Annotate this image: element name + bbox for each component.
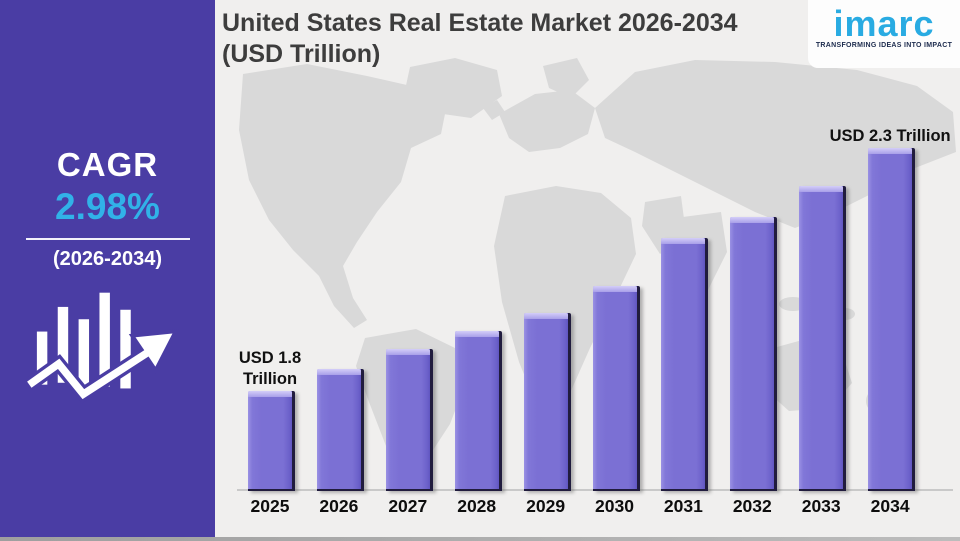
imarc-logo: imarc TRANSFORMING IDEAS INTO IMPACT bbox=[808, 0, 960, 68]
bar-2028 bbox=[454, 331, 502, 491]
x-tick-2027: 2027 bbox=[388, 496, 428, 516]
bar-2027 bbox=[385, 349, 433, 491]
trend-arrow-chart-icon bbox=[0, 287, 215, 420]
bar-2033 bbox=[799, 186, 847, 491]
bar-2032 bbox=[730, 217, 778, 491]
cagr-divider bbox=[25, 238, 190, 240]
bar-2029 bbox=[523, 313, 571, 491]
x-tick-2033: 2033 bbox=[801, 496, 841, 516]
x-tick-2026: 2026 bbox=[319, 496, 359, 516]
chart-title: United States Real Estate Market 2026-20… bbox=[222, 8, 738, 70]
cagr-period: (2026-2034) bbox=[53, 248, 162, 270]
bottom-edge-strip bbox=[0, 537, 960, 541]
bar-chart: 2025 2026 2027 2028 2029 2030 2031 2032 2033 2034… bbox=[215, 0, 960, 541]
cagr-sidebar: CAGR 2.98% (2026-2034) bbox=[0, 0, 215, 537]
imarc-logo-text: imarc bbox=[833, 3, 935, 44]
x-tick-2032: 2032 bbox=[732, 496, 772, 516]
bar-2026 bbox=[316, 369, 364, 491]
imarc-logo-tagline: TRANSFORMING IDEAS INTO IMPACT bbox=[815, 42, 953, 49]
x-tick-2034: 2034 bbox=[870, 496, 910, 516]
x-tick-2029: 2029 bbox=[526, 496, 566, 516]
x-tick-2028: 2028 bbox=[457, 496, 497, 516]
bar-2031 bbox=[661, 238, 709, 491]
bar-value-label-2025: USD 1.8 Trillion bbox=[238, 349, 302, 388]
bar-2034 bbox=[868, 148, 916, 491]
bar-value-label-2034: USD 2.3 Trillion bbox=[829, 127, 951, 145]
cagr-label: CAGR bbox=[56, 146, 159, 183]
chart-area: United States Real Estate Market 2026-20… bbox=[215, 0, 960, 541]
chart-title-line2: (USD Trillion) bbox=[222, 40, 381, 68]
chart-title-line1: United States Real Estate Market 2026-20… bbox=[222, 9, 738, 37]
x-tick-2030: 2030 bbox=[595, 496, 634, 516]
bar-2030 bbox=[592, 286, 640, 491]
world-map bbox=[239, 58, 956, 489]
x-tick-2025: 2025 bbox=[250, 496, 290, 516]
cagr-value: 2.98% bbox=[55, 186, 160, 227]
bar-2025 bbox=[248, 391, 295, 491]
x-tick-2031: 2031 bbox=[663, 496, 703, 516]
